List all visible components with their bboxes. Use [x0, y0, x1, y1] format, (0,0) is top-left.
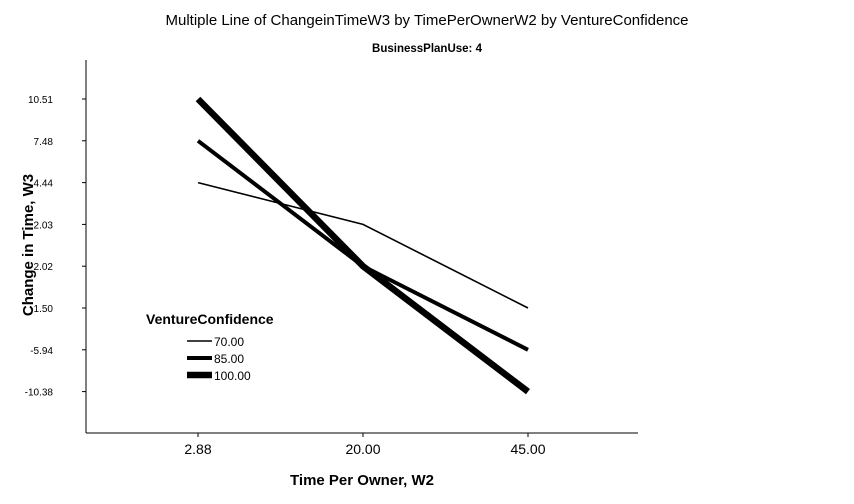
y-tick-labels: 10.51 7.48 4.44 2.03 2.02 -1.50 -5.94 -10.38	[25, 95, 86, 399]
x-tick-label: 2.88	[184, 441, 211, 457]
legend-label: 85.00	[214, 352, 244, 366]
y-tick-label: 7.48	[34, 137, 54, 148]
x-tick-labels: 2.88 20.00 45.00	[184, 433, 546, 457]
series-line-100.00	[195, 96, 530, 395]
chart-title: Multiple Line of ChangeinTimeW3 by TimeP…	[165, 12, 688, 29]
y-tick-label: -10.38	[25, 388, 54, 399]
y-tick-label: 4.44	[34, 179, 54, 190]
chart-subtitle: BusinessPlanUse: 4	[372, 43, 483, 55]
legend-label: 100.00	[214, 369, 251, 383]
legend: VentureConfidence 70.00 85.00 100.00	[146, 311, 274, 383]
y-tick-label: -5.94	[30, 346, 53, 357]
y-tick-label: 2.02	[34, 262, 54, 273]
legend-label: 70.00	[214, 335, 244, 349]
y-tick-label: -1.50	[30, 304, 53, 315]
y-tick-label: 2.03	[34, 220, 54, 231]
y-tick-label: 10.51	[28, 95, 53, 106]
x-axis-title: Time Per Owner, W2	[290, 472, 434, 489]
legend-items: 70.00 85.00 100.00	[187, 335, 251, 383]
y-axis-title: Change in Time, W3	[20, 174, 37, 316]
series-lines	[195, 96, 530, 395]
series-line-70.00	[197, 181, 529, 309]
x-tick-label: 20.00	[345, 441, 380, 457]
x-tick-label: 45.00	[510, 441, 545, 457]
legend-title: VentureConfidence	[146, 311, 274, 327]
